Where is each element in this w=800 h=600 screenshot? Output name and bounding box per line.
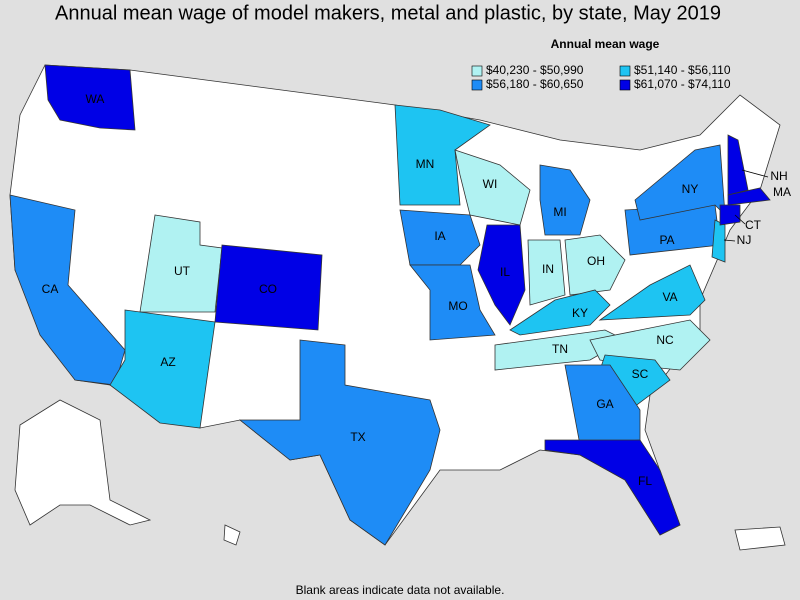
state-label: GA bbox=[596, 397, 613, 411]
state-label: NJ bbox=[737, 233, 752, 247]
state bbox=[527, 239, 566, 306]
state bbox=[238, 339, 441, 546]
state bbox=[727, 187, 771, 206]
state-label: OH bbox=[587, 254, 605, 268]
state-label: IN bbox=[542, 262, 554, 276]
legend-swatch bbox=[619, 65, 631, 77]
state bbox=[44, 64, 136, 131]
state bbox=[454, 149, 531, 226]
state-label: MI bbox=[553, 205, 566, 219]
leader-line bbox=[723, 239, 736, 242]
state bbox=[539, 164, 591, 236]
alaska bbox=[14, 399, 152, 526]
state-label: AZ bbox=[160, 355, 175, 369]
state bbox=[109, 309, 216, 429]
state-label: NC bbox=[656, 333, 674, 347]
state-label: MA bbox=[773, 185, 791, 199]
puerto-rico bbox=[734, 526, 786, 551]
state-label: SC bbox=[632, 367, 649, 381]
state-label: IL bbox=[500, 265, 510, 279]
state bbox=[564, 234, 626, 296]
legend-swatch bbox=[471, 65, 483, 77]
state-label: WA bbox=[86, 92, 105, 106]
state-label: KY bbox=[572, 306, 588, 320]
state-label: CT bbox=[745, 218, 762, 232]
state bbox=[509, 289, 611, 336]
legend-label: $61,070 - $74,110 bbox=[634, 77, 731, 91]
legend-label: $56,180 - $60,650 bbox=[486, 77, 584, 91]
leader-line bbox=[734, 214, 746, 225]
state bbox=[399, 209, 481, 266]
legend-title: Annual mean wage bbox=[551, 37, 660, 51]
state-label: TX bbox=[350, 430, 365, 444]
state bbox=[719, 204, 741, 226]
state bbox=[409, 264, 496, 341]
hawaii bbox=[223, 524, 241, 546]
state-label: TN bbox=[552, 342, 568, 356]
state bbox=[214, 244, 323, 331]
states: WA CA UT CO AZ TX MN IA MO IL WI MI IN OH KY TN NC VA SC GA… bbox=[9, 64, 791, 546]
legend-label: $51,140 - $56,110 bbox=[634, 63, 731, 77]
state-label: VA bbox=[662, 290, 677, 304]
state-label: WI bbox=[483, 177, 498, 191]
footnote: Blank areas indicate data not available. bbox=[296, 583, 505, 597]
state-label: CO bbox=[259, 282, 277, 296]
state-label: NY bbox=[682, 182, 699, 196]
state-label: MO bbox=[448, 299, 467, 313]
state-label: FL bbox=[638, 474, 652, 488]
legend: Annual mean wage $40,230 - $50,990 $51,14… bbox=[471, 37, 731, 91]
legend-label: $40,230 - $50,990 bbox=[486, 63, 584, 77]
state bbox=[544, 439, 681, 536]
leader-line bbox=[741, 169, 769, 178]
state-label: UT bbox=[174, 264, 191, 278]
state-label: MN bbox=[416, 157, 435, 171]
state-label: IA bbox=[434, 229, 445, 243]
state-label: PA bbox=[659, 233, 674, 247]
state bbox=[727, 134, 749, 196]
state bbox=[564, 364, 641, 446]
map-title: Annual mean wage of model makers, metal … bbox=[55, 2, 721, 24]
state-label: NH bbox=[770, 169, 787, 183]
state bbox=[598, 264, 706, 321]
legend-swatch bbox=[471, 79, 483, 91]
legend-swatch bbox=[619, 79, 631, 91]
state-label: CA bbox=[42, 282, 59, 296]
